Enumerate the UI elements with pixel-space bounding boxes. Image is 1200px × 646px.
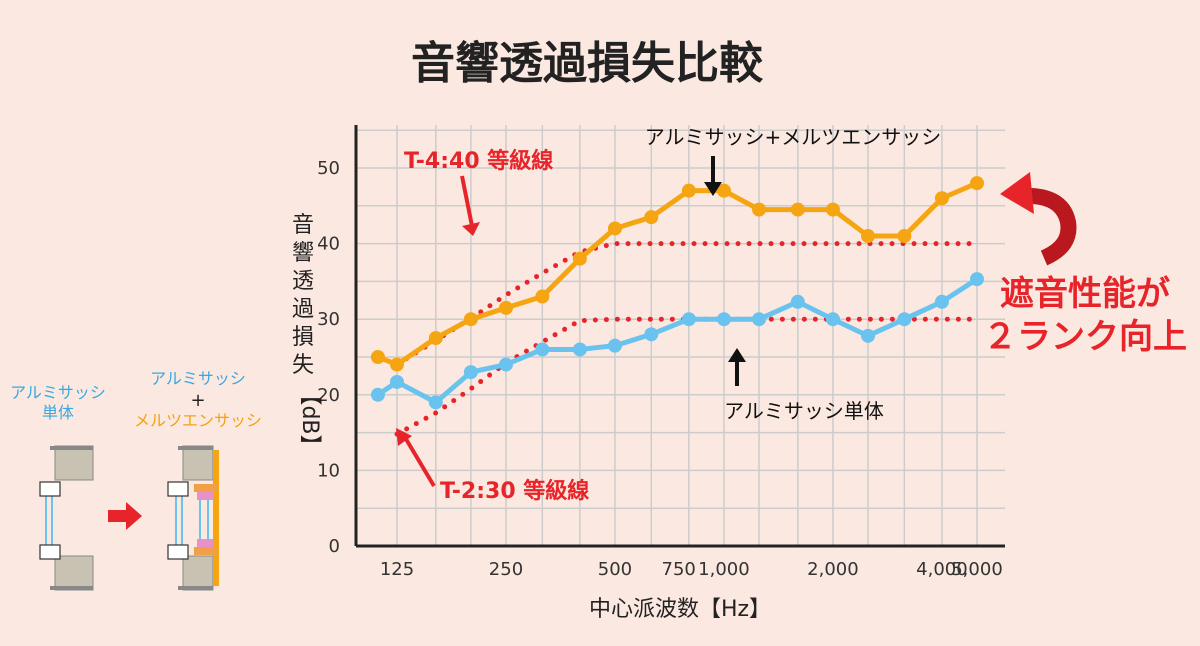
series-1-point-3 bbox=[463, 365, 478, 380]
grade-lines bbox=[394, 241, 980, 437]
x-tick-1000: 1,000 bbox=[698, 559, 750, 580]
y-tick-0: 0 bbox=[329, 536, 340, 557]
series-1-point-8 bbox=[644, 327, 659, 342]
double-sash-diagram bbox=[167, 445, 219, 591]
series-0-point-16 bbox=[934, 191, 949, 206]
x-tick-750: 750 bbox=[662, 559, 696, 580]
series-1-point-13 bbox=[825, 312, 840, 327]
sidebar-right-plus: + bbox=[190, 390, 205, 411]
annotation-single: アルミサッシ単体 bbox=[724, 399, 884, 423]
series-0-point-11 bbox=[752, 202, 767, 217]
series-1-point-10 bbox=[716, 312, 731, 327]
series-0-point-14 bbox=[861, 229, 876, 244]
chart-title: 音響透過損失比較 bbox=[411, 38, 764, 89]
annotation-combo: アルミサッシ+メルツエンサッシ bbox=[645, 125, 942, 149]
series-0-point-17 bbox=[970, 176, 984, 191]
series bbox=[370, 176, 984, 410]
y-label-char-5: 失 bbox=[292, 353, 314, 378]
sidebar-right-line2: メルツエンサッシ bbox=[134, 411, 262, 430]
series-1-point-1 bbox=[390, 374, 404, 389]
annotation-t2: T-2:30 等級線 bbox=[440, 478, 589, 504]
y-axis-unit: 【dB】 bbox=[297, 383, 322, 456]
y-tick-40: 40 bbox=[317, 234, 340, 255]
series-0-point-1 bbox=[390, 357, 404, 372]
arrow-single-head bbox=[728, 348, 746, 362]
series-1-point-9 bbox=[681, 312, 696, 327]
y-label-char-4: 損 bbox=[292, 325, 314, 350]
series-1-point-12 bbox=[790, 294, 805, 309]
series-1-point-7 bbox=[607, 338, 622, 353]
series-1-point-2 bbox=[428, 395, 443, 410]
arrow-right-icon bbox=[108, 502, 142, 530]
sidebar-left-line2: 単体 bbox=[42, 403, 74, 422]
series-0-point-12 bbox=[790, 202, 805, 217]
series-1-point-11 bbox=[752, 312, 767, 327]
y-tick-30: 30 bbox=[317, 309, 340, 330]
y-tick-10: 10 bbox=[317, 460, 340, 481]
grade-line-0 bbox=[394, 241, 980, 368]
series-1-point-15 bbox=[897, 312, 912, 327]
x-tick-250: 250 bbox=[489, 559, 523, 580]
series-1-point-4 bbox=[498, 357, 513, 372]
grade-line-1 bbox=[394, 316, 980, 437]
arrow-t4 bbox=[460, 175, 474, 227]
series-line-1 bbox=[376, 277, 979, 405]
x-tick-2000: 2,000 bbox=[807, 559, 859, 580]
series-0-point-15 bbox=[897, 229, 912, 244]
y-label-char-2: 透 bbox=[292, 269, 314, 294]
series-0-point-13 bbox=[825, 202, 840, 217]
sidebar-right-line1: アルミサッシ bbox=[150, 369, 246, 388]
series-0-point-3 bbox=[463, 312, 478, 327]
series-0-point-6 bbox=[572, 251, 587, 266]
claim-line-2: ２ランク向上 bbox=[983, 317, 1187, 357]
single-sash-diagram bbox=[39, 445, 94, 591]
y-tick-labels: 0 10 20 30 40 50 bbox=[317, 158, 340, 557]
series-1-point-17 bbox=[970, 272, 984, 287]
y-axis-label: 音響透過損失 bbox=[292, 213, 314, 378]
series-0-point-9 bbox=[681, 183, 696, 198]
curved-arrow-head-icon bbox=[1000, 172, 1034, 214]
series-1-point-6 bbox=[572, 342, 587, 357]
x-axis-label: 中心派波数【Hz】 bbox=[589, 597, 771, 622]
series-0-point-10 bbox=[716, 183, 731, 198]
series-1-point-16 bbox=[934, 294, 949, 309]
curved-arrow-icon bbox=[1021, 187, 1077, 266]
series-0-point-4 bbox=[498, 300, 513, 315]
series-0-point-5 bbox=[535, 289, 550, 304]
sidebar-left-line1: アルミサッシ bbox=[10, 383, 106, 402]
series-0-point-0 bbox=[370, 350, 385, 364]
y-tick-50: 50 bbox=[317, 158, 340, 179]
y-label-char-1: 響 bbox=[292, 241, 314, 266]
x-tick-500: 500 bbox=[598, 559, 632, 580]
arrow-t2 bbox=[401, 432, 436, 488]
claim-line-1: 遮音性能が bbox=[1000, 274, 1170, 314]
series-1-point-14 bbox=[861, 328, 876, 343]
y-label-char-0: 音 bbox=[292, 213, 314, 238]
series-1-point-5 bbox=[535, 342, 550, 357]
series-0-point-7 bbox=[607, 221, 622, 236]
y-tick-20: 20 bbox=[317, 385, 340, 406]
series-0-point-2 bbox=[428, 331, 443, 346]
x-tick-4000: 4,000 bbox=[916, 559, 968, 580]
arrow-combo-head bbox=[704, 182, 722, 196]
x-tick-125: 125 bbox=[380, 559, 414, 580]
y-label-char-3: 過 bbox=[292, 297, 314, 322]
annotation-t4: T-4:40 等級線 bbox=[404, 148, 553, 174]
arrow-t4-head bbox=[462, 222, 480, 236]
x-tick-5000: 5,000 bbox=[951, 559, 1003, 580]
series-1-point-0 bbox=[370, 387, 385, 402]
arrow-t2-head bbox=[396, 428, 412, 446]
series-0-point-8 bbox=[644, 210, 659, 225]
